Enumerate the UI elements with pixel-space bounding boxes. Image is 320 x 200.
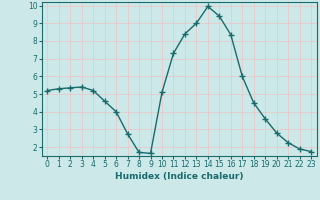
- X-axis label: Humidex (Indice chaleur): Humidex (Indice chaleur): [115, 172, 244, 181]
